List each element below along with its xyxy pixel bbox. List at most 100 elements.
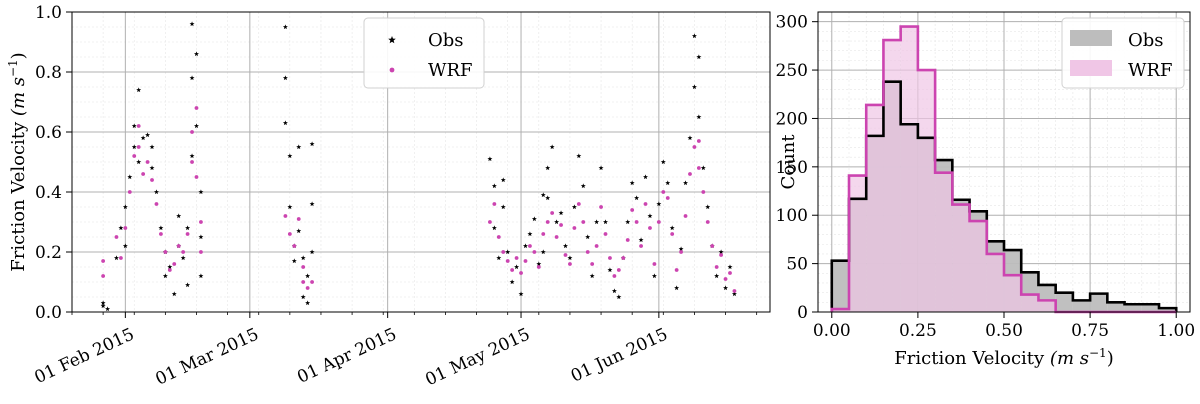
obs-point	[603, 219, 608, 225]
wrf-point	[496, 235, 501, 239]
wrf-point	[523, 259, 528, 263]
wrf-point	[119, 256, 123, 260]
obs-point	[176, 213, 182, 219]
wrf-point	[670, 232, 675, 236]
wrf-point	[190, 160, 194, 164]
obs-point	[500, 204, 506, 210]
hist-bar	[1090, 293, 1108, 312]
obs-point	[305, 300, 311, 306]
obs-point	[113, 255, 119, 261]
obs-point	[505, 249, 511, 255]
obs-point	[665, 180, 671, 186]
obs-point	[162, 273, 168, 279]
obs-point	[616, 294, 622, 300]
obs-point	[607, 267, 613, 273]
wrf-point	[532, 250, 537, 254]
wrf-point	[185, 232, 190, 236]
wrf-point	[590, 262, 595, 266]
wrf-point	[492, 202, 497, 206]
obs-point	[678, 246, 684, 252]
y-tick-label: 300	[776, 13, 808, 33]
y-tick-label: 0.4	[35, 183, 62, 203]
obs-point	[696, 114, 702, 120]
wrf-point	[576, 202, 581, 206]
y-tick-label: 50	[786, 255, 808, 275]
obs-point	[185, 225, 191, 231]
wrf-point	[594, 244, 599, 248]
wrf-point	[292, 244, 297, 248]
obs-point	[131, 123, 137, 129]
obs-point	[145, 132, 151, 138]
obs-point	[656, 201, 662, 207]
wrf-point	[141, 172, 146, 176]
obs-point	[638, 237, 644, 243]
y-tick-label: 0.2	[35, 243, 62, 263]
obs-point	[691, 84, 697, 90]
wrf-point	[154, 202, 159, 206]
obs-point	[122, 204, 128, 210]
wrf-point	[621, 256, 626, 260]
y-tick-label: 0.6	[35, 123, 62, 143]
obs-point	[727, 264, 733, 270]
hist-bar	[969, 221, 987, 312]
wrf-point	[661, 190, 666, 194]
obs-point	[309, 249, 315, 255]
obs-point	[647, 213, 653, 219]
hist-bar	[1072, 300, 1091, 312]
hist-bar	[866, 104, 884, 312]
x-tick-label: 1.00	[1157, 321, 1195, 341]
x-tick-label: 0.00	[813, 321, 851, 341]
wrf-point	[194, 106, 199, 110]
wrf-point	[283, 214, 288, 218]
hist-wrf-bars	[831, 26, 1056, 313]
obs-point	[514, 264, 520, 270]
obs-point	[149, 165, 155, 171]
obs-point	[518, 291, 524, 297]
obs-point	[714, 273, 720, 279]
histogram-y-axis-label: Count	[778, 134, 799, 190]
wrf-point	[572, 226, 577, 230]
obs-point	[122, 243, 128, 249]
obs-point	[625, 219, 631, 225]
hist-bar	[917, 70, 936, 312]
wrf-point	[728, 271, 732, 275]
wrf-point	[643, 202, 648, 206]
timeseries-y-axis-label: Friction Velocity (m s−1)	[6, 52, 29, 271]
wrf-point	[159, 232, 163, 236]
obs-point	[705, 204, 711, 210]
histogram-x-ticks: 0.00 0.25 0.50 0.75 1.00	[813, 312, 1195, 341]
obs-point	[185, 282, 191, 288]
wrf-point	[696, 139, 701, 143]
obs-point	[118, 225, 124, 231]
obs-point	[571, 204, 577, 210]
wrf-point	[616, 268, 621, 272]
legend-wrf-marker	[389, 67, 395, 73]
obs-point	[545, 195, 551, 201]
series-wrf	[101, 106, 737, 293]
legend-wrf-hist-label: WRF	[1128, 60, 1173, 81]
wrf-point	[585, 250, 590, 254]
obs-point	[718, 249, 724, 255]
obs-point	[140, 135, 146, 141]
obs-point	[696, 54, 702, 60]
wrf-point	[127, 190, 132, 194]
wrf-point	[705, 220, 710, 224]
obs-point	[136, 159, 142, 165]
hist-bar	[1124, 304, 1142, 312]
wrf-point	[145, 160, 150, 164]
y-tick-label: 0	[797, 303, 808, 323]
timeseries-panel: 01 Feb 2015 01 Mar 2015 01 Apr 2015 01 May …	[6, 3, 771, 390]
obs-point	[731, 291, 737, 297]
y-tick-label: 0.8	[35, 63, 62, 83]
wrf-point	[199, 250, 203, 254]
wrf-point	[648, 226, 652, 230]
wrf-point	[101, 259, 106, 263]
y-tick-label: 0.0	[35, 303, 62, 323]
obs-point	[540, 249, 546, 255]
legend-obs-patch	[1070, 30, 1112, 46]
wrf-point	[136, 145, 141, 149]
wrf-point	[710, 244, 715, 248]
obs-point	[509, 279, 515, 285]
wrf-point	[194, 175, 199, 179]
hist-bar	[883, 40, 901, 313]
